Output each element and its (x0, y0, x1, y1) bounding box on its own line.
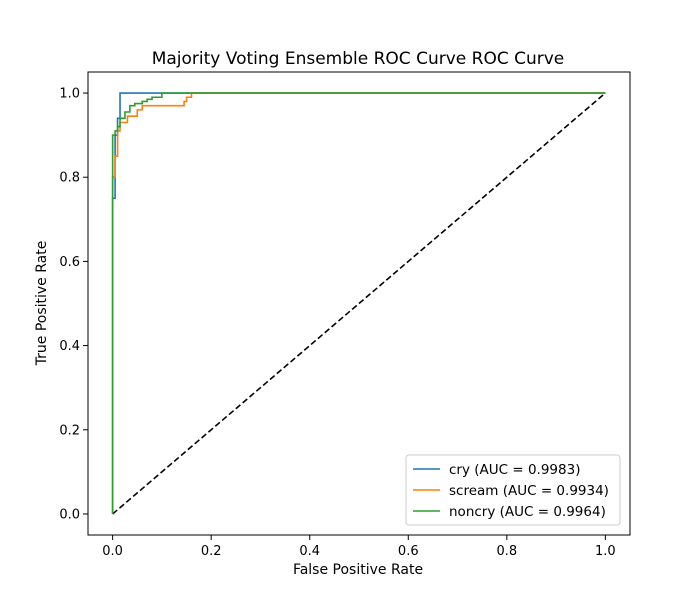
x-axis-title: False Positive Rate (293, 562, 423, 578)
x-tick-label: 0.0 (102, 544, 123, 559)
legend-label: scream (AUC = 0.9934) (449, 483, 609, 499)
y-tick-label: 0.4 (59, 339, 80, 354)
plot-frame (87, 71, 631, 536)
x-tick-label: 0.6 (398, 544, 419, 559)
axis-ticks: 0.0 0.2 0.4 0.6 0.8 1.0 0.0 0.2 0.4 0.6 0.8 1.0 (59, 87, 615, 559)
y-tick-label: 0.8 (59, 171, 80, 186)
reference-diagonal-line (112, 92, 606, 515)
y-tick-label: 1.0 (59, 87, 80, 102)
chart-title: Majority Voting Ensemble ROC Curve ROC C… (152, 49, 565, 69)
y-tick-label: 0.0 (59, 507, 80, 522)
x-tick-label: 1.0 (595, 544, 616, 559)
y-tick-label: 0.2 (59, 423, 80, 438)
legend: cry (AUC = 0.9983) scream (AUC = 0.9934) n… (405, 454, 621, 526)
y-tick-label: 0.6 (59, 255, 80, 270)
legend-label: noncry (AUC = 0.9964) (449, 504, 606, 520)
x-tick-label: 0.8 (496, 544, 517, 559)
legend-box (405, 454, 621, 526)
y-axis-title: True Positive Rate (34, 241, 50, 367)
x-tick-label: 0.2 (201, 544, 222, 559)
x-tick-label: 0.4 (299, 544, 320, 559)
legend-label: cry (AUC = 0.9983) (449, 462, 580, 478)
plot-area (87, 71, 631, 536)
roc-series-line-2 (111, 92, 606, 514)
roc-series-line-1 (111, 92, 606, 514)
